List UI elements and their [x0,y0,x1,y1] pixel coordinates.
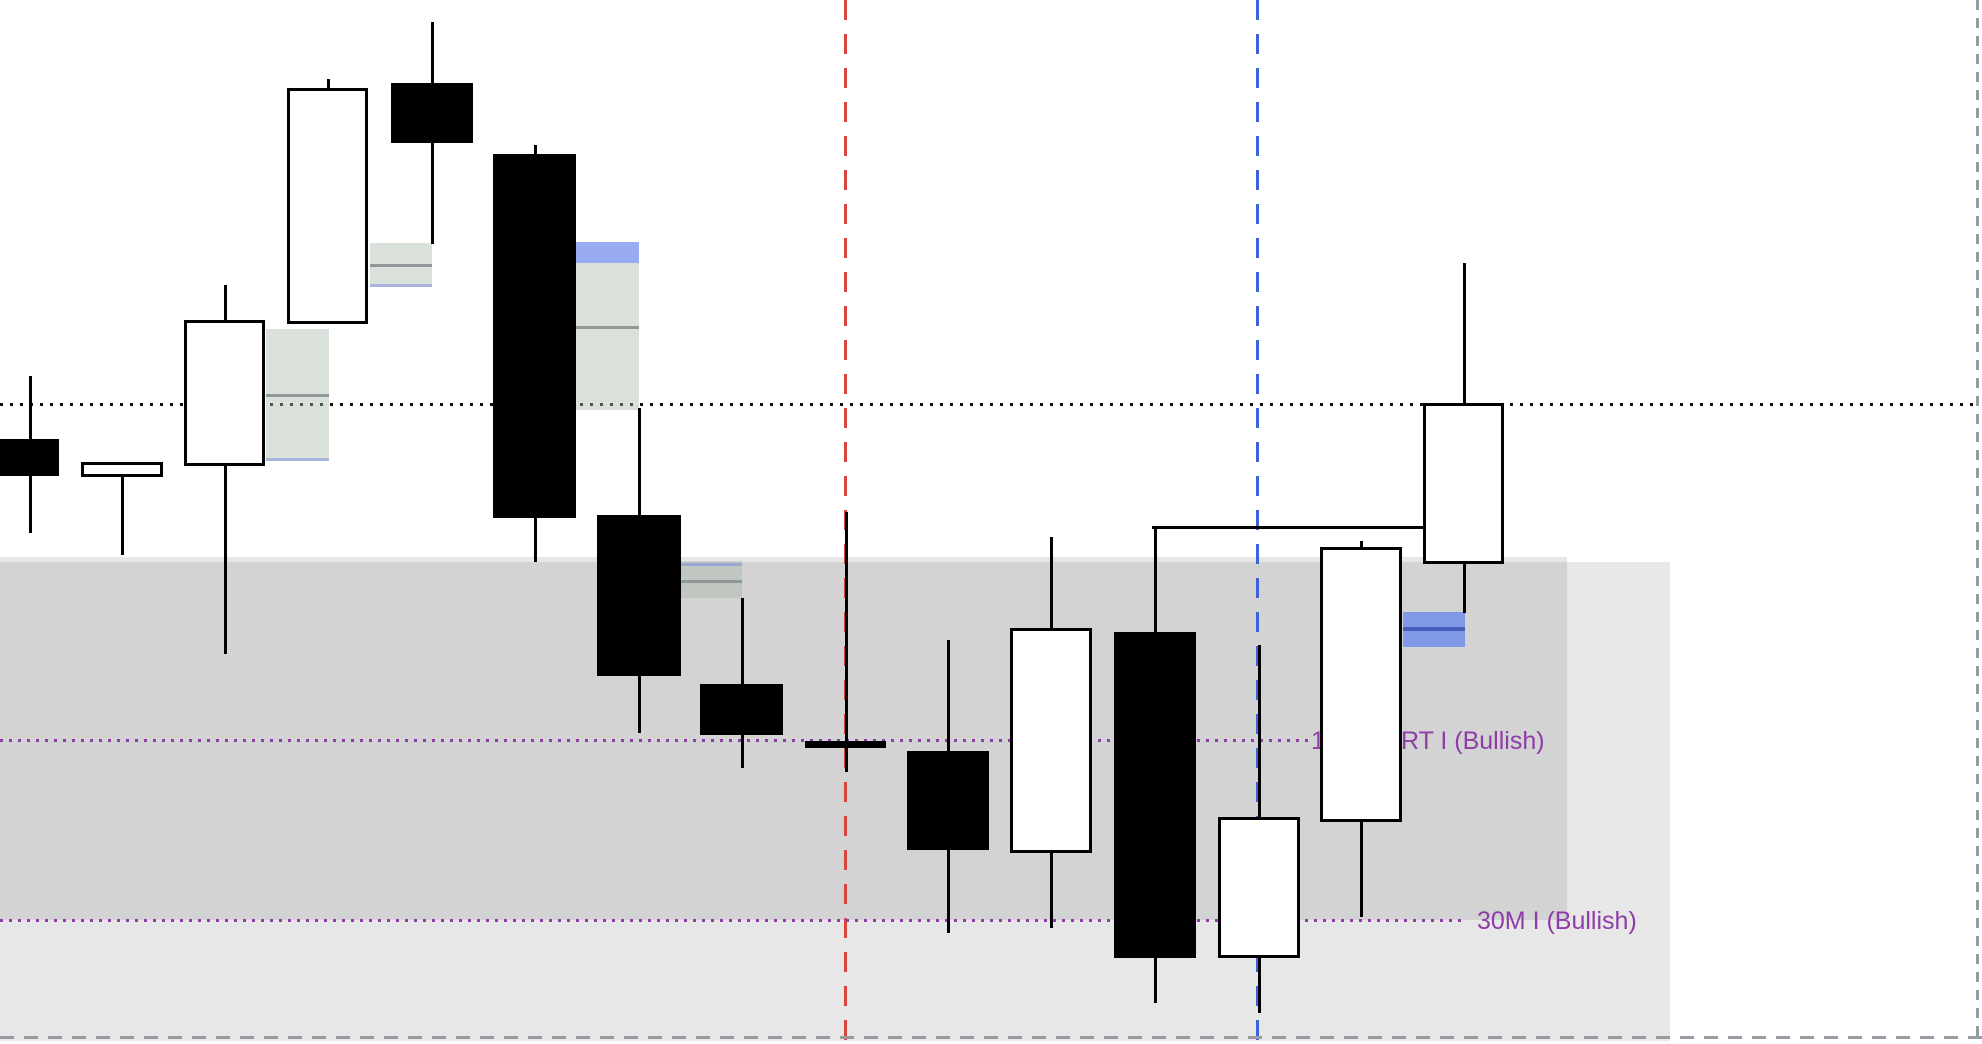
imbalance-box-1 [266,329,329,461]
imbalance-box-2-line-1 [370,284,432,287]
candle-1-body [0,439,59,476]
range-border-bottom [0,1036,1982,1039]
candle-4-body [287,88,368,324]
candle-3-wick [224,285,227,654]
range-border-right [1976,0,1979,1044]
candle-14-body [1320,547,1402,822]
price-dotted-line [0,403,1977,406]
session-line-blue [1256,0,1259,1044]
orderblock-box-blue [1403,612,1465,647]
demand-zone-inner [0,557,1567,920]
rt-level-line [0,739,1308,742]
imbalance-box-1-line-0 [266,394,329,397]
imbalance-box-3 [576,263,639,410]
30m-level-label: 30M I (Bullish) [1477,907,1637,935]
candle-3-body [184,320,265,466]
candle-8-body [700,684,783,735]
orderblock-box-blue-line-0 [1403,627,1465,631]
candle-8-wick [741,598,744,768]
30m-level-line [0,919,1465,922]
imbalance-box-4 [679,561,742,598]
candle-2-body [81,462,163,477]
candle-11-body [1010,628,1092,853]
candle-5-body [391,83,473,143]
liquidity-line [1152,526,1425,529]
imbalance-box-3-blue-cap [576,242,639,263]
rt-level-label: RT I (Bullish) [1401,727,1545,755]
imbalance-box-1-line-1 [266,458,329,461]
candle-13-body [1218,817,1300,958]
imbalance-box-2 [370,243,432,287]
candle-9-body [805,741,886,748]
candle-12-body [1114,632,1196,958]
candle-2-wick [121,462,124,555]
imbalance-box-4-line-0 [679,563,742,566]
candle-7-body [597,515,681,676]
candle-10-body [907,751,989,850]
candle-6-body [493,154,576,518]
imbalance-box-3-line-0 [576,326,639,329]
imbalance-box-2-line-0 [370,264,432,267]
imbalance-box-4-line-1 [679,580,742,583]
candle-15-body [1423,403,1504,564]
candle-9-wick [845,512,848,772]
